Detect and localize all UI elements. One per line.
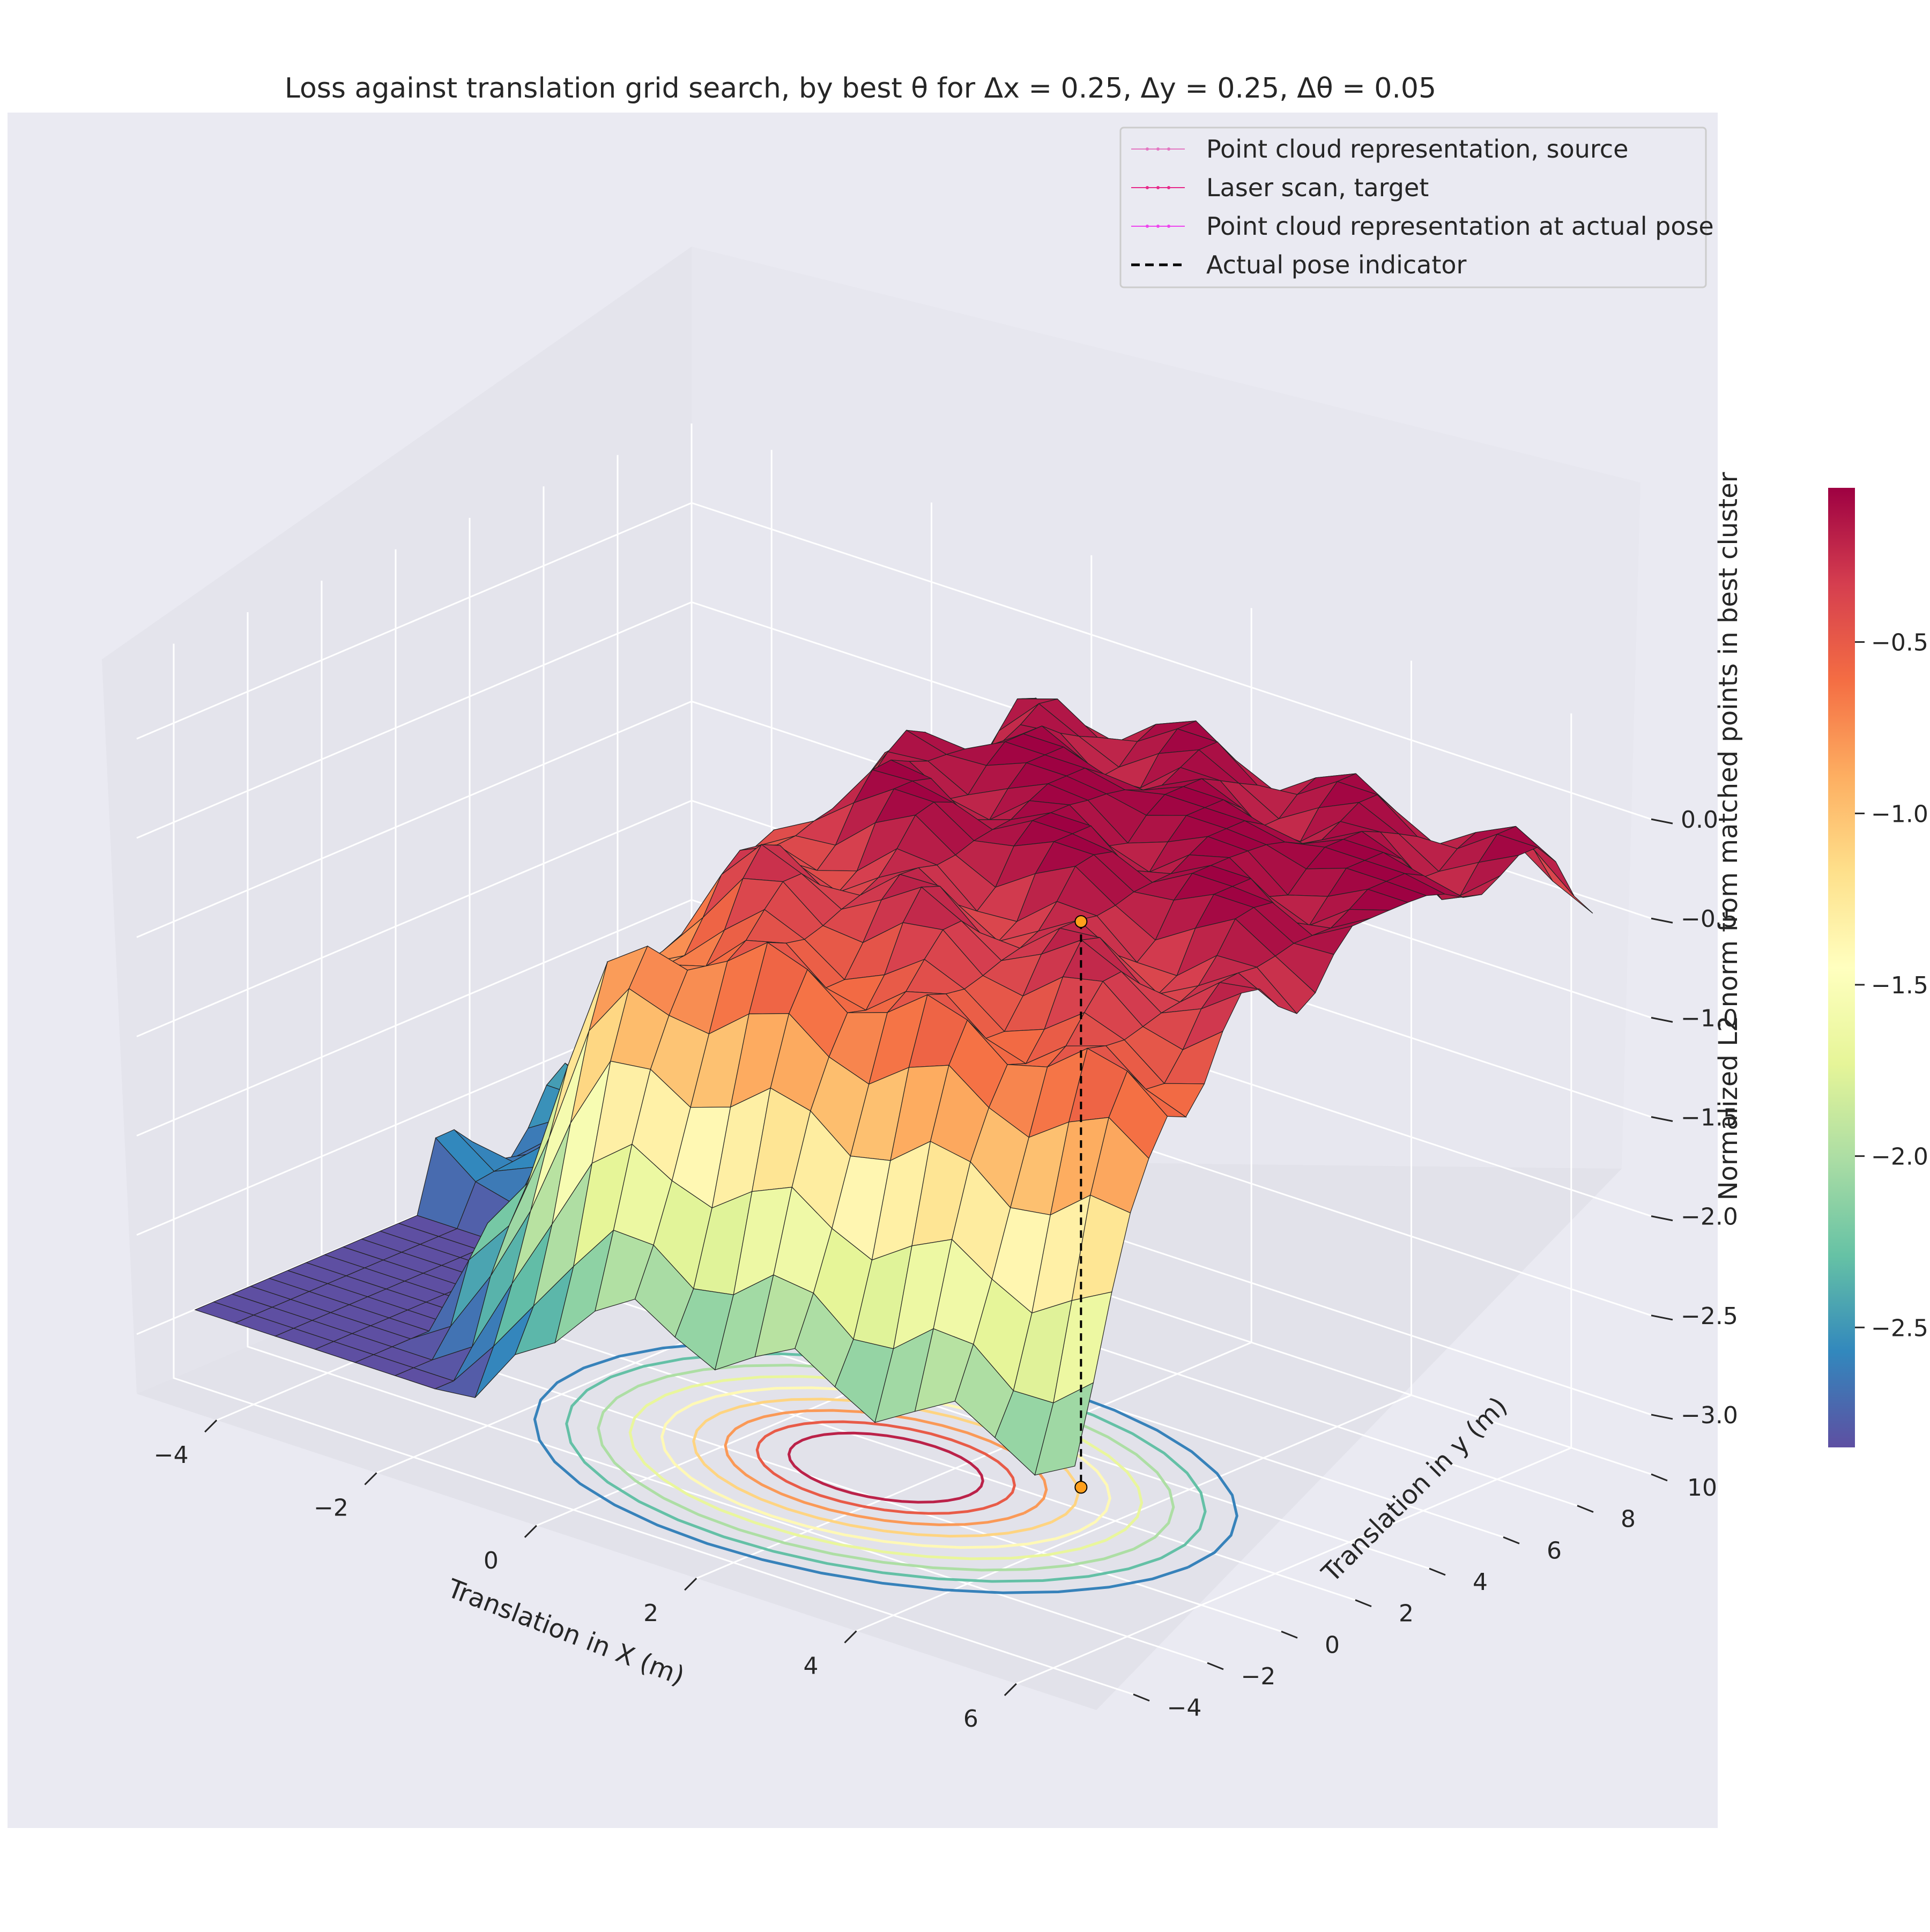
z-gridline: [136, 799, 1652, 1118]
y-tick-label: 0: [1325, 1631, 1340, 1659]
x-tick: [524, 1525, 537, 1538]
legend-dot: [1146, 225, 1149, 228]
y-tick: [1355, 1599, 1372, 1608]
contour-line: [660, 1386, 1111, 1549]
axis-ticks: −4 −2 0 2 4 6 −4 −2 0 2 4 6 8 10 −3.0 −2.5 −2.0 −1.5 −1.0 −…: [154, 806, 1738, 1733]
z-gridline: [136, 898, 1652, 1217]
colorbar-tick-label: −0.5: [1871, 629, 1928, 657]
y-gridline: [173, 643, 1134, 1696]
z-tick: [1651, 917, 1673, 924]
legend-dot: [1156, 225, 1160, 228]
x-tick: [1004, 1683, 1017, 1696]
legend-dot: [1167, 225, 1170, 228]
y-tick-label: 6: [1547, 1537, 1562, 1564]
y-tick-label: 2: [1399, 1600, 1414, 1628]
legend-dot: [1167, 147, 1170, 151]
y-tick: [1207, 1662, 1224, 1670]
z-tick-label: −3.0: [1681, 1402, 1738, 1429]
y-tick: [1503, 1536, 1520, 1544]
legend-dot: [1156, 147, 1160, 151]
legend-dot: [1146, 147, 1149, 151]
legend-label: Point cloud representation, source: [1206, 135, 1628, 164]
colorbar-tick-label: −2.0: [1871, 1143, 1928, 1171]
legend-label: Point cloud representation at actual pos…: [1206, 212, 1714, 241]
contour-line: [787, 1431, 984, 1504]
z-tick: [1651, 1314, 1673, 1321]
colorbar: −0.5 −1.0 −1.5 −2.0 −2.5: [1828, 488, 1928, 1447]
legend-dot: [1156, 186, 1160, 189]
x-tick: [204, 1420, 218, 1433]
y-tick-label: 10: [1687, 1474, 1717, 1502]
legend-box: [1119, 127, 1707, 288]
y-tick: [1429, 1567, 1446, 1576]
x-tick-label: 2: [643, 1600, 658, 1627]
legend-label: Actual pose indicator: [1206, 250, 1467, 279]
legend: Point cloud representation, source Laser …: [1119, 127, 1714, 288]
z-tick-label: 0.0: [1681, 806, 1718, 834]
z-tick-label: −1.0: [1681, 1005, 1738, 1032]
y-tick: [1133, 1693, 1150, 1702]
colorbar-gradient: [1828, 488, 1855, 1447]
contour-line: [565, 1352, 1207, 1583]
contour-line: [628, 1375, 1144, 1561]
z-tick: [1651, 818, 1673, 824]
y-tick-label: −4: [1167, 1695, 1202, 1722]
z-tick: [1651, 1016, 1673, 1023]
contour-line: [533, 1341, 1238, 1594]
x-tick: [364, 1472, 377, 1485]
contour-line: [755, 1420, 1016, 1515]
x-tick-label: −4: [154, 1441, 189, 1469]
y-tick: [1651, 1473, 1668, 1482]
colorbar-tick-label: −2.5: [1871, 1314, 1928, 1342]
legend-dot: [1146, 186, 1149, 189]
colorbar-tick-label: −1.0: [1871, 800, 1928, 828]
legend-label: Laser scan, target: [1206, 173, 1429, 202]
chart-title: Loss against translation grid search, by…: [285, 72, 1436, 105]
x-tick: [684, 1578, 697, 1591]
z-tick-label: −2.5: [1681, 1303, 1738, 1330]
y-tick: [1577, 1505, 1594, 1513]
y-tick: [1281, 1630, 1298, 1639]
z-tick-label: −0.5: [1681, 905, 1738, 933]
z-tick-label: −2.0: [1681, 1203, 1738, 1231]
actual-pose-indicator: [1074, 915, 1088, 1494]
loss-surface: [194, 697, 1593, 1476]
pose-marker: [1074, 915, 1088, 928]
y-tick-label: 4: [1473, 1569, 1488, 1596]
z-tick-label: −1.5: [1681, 1104, 1738, 1132]
legend-dot: [1167, 186, 1170, 189]
x-tick-label: 0: [484, 1547, 499, 1574]
z-tick: [1651, 1215, 1673, 1222]
z-tick: [1651, 1414, 1673, 1420]
y-tick-label: −2: [1241, 1663, 1276, 1690]
x-tick-label: −2: [314, 1495, 348, 1522]
pose-marker: [1074, 1481, 1088, 1494]
floor-contours: [533, 1341, 1238, 1594]
z-axis-label: Normalized L2 norm from matched points i…: [1713, 472, 1743, 1200]
contour-line: [597, 1363, 1175, 1572]
x-tick-label: 4: [804, 1653, 819, 1680]
z-tick: [1651, 1116, 1673, 1122]
x-tick-label: 6: [963, 1705, 978, 1733]
x-tick: [844, 1630, 857, 1644]
colorbar-tick-label: −1.5: [1871, 972, 1928, 999]
y-tick-label: 8: [1621, 1506, 1636, 1533]
z-gridline: [136, 502, 1652, 820]
surface-facet: [1034, 1382, 1094, 1476]
y-gridline: [247, 612, 1208, 1664]
